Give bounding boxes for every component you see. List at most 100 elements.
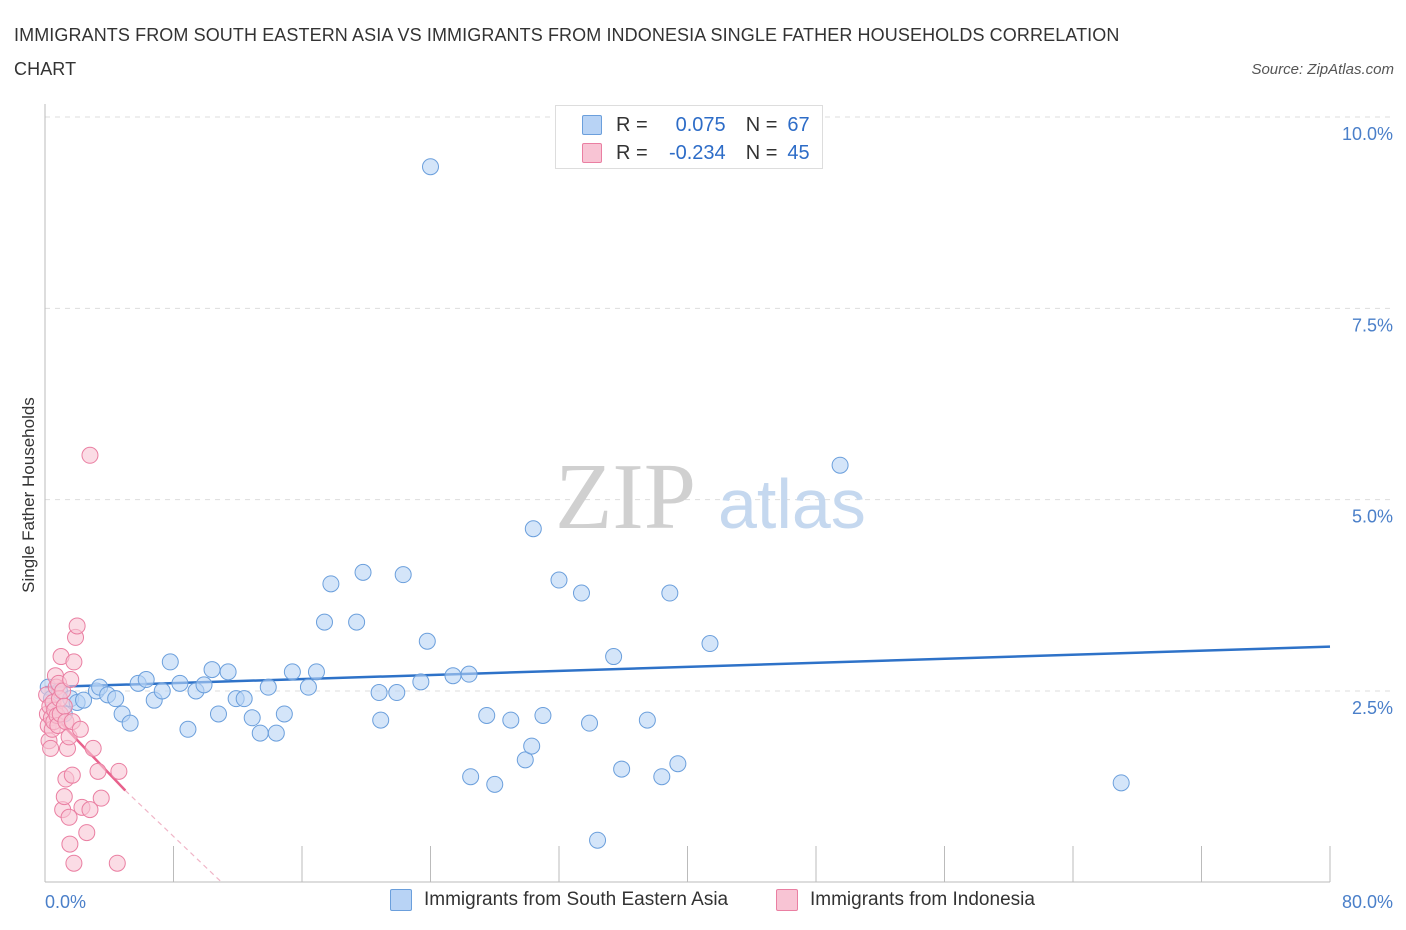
point-sea <box>195 676 213 694</box>
legend-row-series2: R = -0.234 N = 45 <box>582 141 810 165</box>
point-sea <box>486 775 504 793</box>
point-sea <box>534 706 552 724</box>
point-sea <box>478 706 496 724</box>
point-sea <box>613 760 631 778</box>
trendline-indonesia-extension <box>124 790 223 883</box>
point-sea <box>462 768 480 786</box>
point-sea <box>259 678 277 696</box>
point-sea <box>243 709 261 727</box>
point-sea <box>75 691 93 709</box>
series-legend: Immigrants from South Eastern Asia Immig… <box>0 889 1406 915</box>
point-indonesia <box>108 854 126 872</box>
point-sea <box>275 705 293 723</box>
x-tick-label-min: 0.0% <box>45 892 86 912</box>
point-sea <box>1112 774 1130 792</box>
legend-swatch-pink <box>582 143 602 163</box>
point-indonesia <box>81 801 99 819</box>
point-sea <box>267 724 285 742</box>
point-sea <box>661 584 679 602</box>
point-sea <box>348 613 366 631</box>
point-sea <box>653 768 671 786</box>
point-sea <box>322 575 340 593</box>
point-sea <box>502 711 520 729</box>
y-tick-label: 2.5% <box>1352 698 1393 718</box>
point-indonesia <box>92 789 110 807</box>
watermark: ZIP atlas <box>555 445 866 549</box>
point-sea <box>444 667 462 685</box>
point-sea <box>589 831 607 849</box>
point-sea <box>572 584 590 602</box>
point-sea <box>422 158 439 176</box>
point-sea <box>394 566 412 584</box>
point-sea <box>354 563 372 581</box>
point-sea <box>523 737 541 755</box>
legend-row-series1: R = 0.075 N = 67 <box>582 113 810 137</box>
series-legend-label: Immigrants from Indonesia <box>810 889 1035 910</box>
point-sea <box>372 711 390 729</box>
series-legend-label: Immigrants from South Eastern Asia <box>424 889 729 910</box>
point-indonesia <box>84 739 102 757</box>
point-indonesia <box>71 720 89 738</box>
chart-title: IMMIGRANTS FROM SOUTH EASTERN ASIA VS IM… <box>14 25 1120 79</box>
series-legend-item-indonesia[interactable]: Immigrants from Indonesia <box>776 889 1035 911</box>
y-axis-title: Single Father Households <box>19 397 38 593</box>
gridlines <box>45 116 1393 692</box>
point-sea <box>370 684 388 702</box>
point-sea <box>235 690 253 708</box>
legend-n-value: 45 <box>787 141 810 164</box>
legend-r-value: 0.075 <box>675 113 726 136</box>
y-tick-label: 7.5% <box>1352 315 1393 335</box>
point-sea <box>203 661 221 679</box>
legend-swatch-blue <box>582 115 602 135</box>
legend-n-label: N = <box>745 141 778 164</box>
legend-r-label: R = <box>616 113 648 136</box>
point-sea <box>638 711 656 729</box>
point-indonesia <box>78 824 96 842</box>
point-sea <box>418 632 436 650</box>
legend-r-label: R = <box>616 141 648 164</box>
point-indonesia <box>42 739 60 757</box>
point-indonesia <box>65 653 83 671</box>
x-tick-label-max: 80.0% <box>1342 892 1393 912</box>
y-tick-labels: 2.5% 5.0% 7.5% 10.0% <box>1342 124 1393 718</box>
point-indonesia <box>65 854 83 872</box>
point-sea <box>550 571 568 589</box>
legend-swatch-blue <box>390 889 412 911</box>
point-sea <box>701 635 719 653</box>
y-tick-label: 10.0% <box>1342 124 1393 144</box>
point-sea <box>107 690 125 708</box>
point-sea <box>153 682 171 700</box>
legend-n-value: 67 <box>787 113 810 136</box>
series-legend-item-sea[interactable]: Immigrants from South Eastern Asia <box>390 889 728 911</box>
legend-swatch-pink <box>776 889 798 911</box>
point-sea <box>161 653 179 671</box>
point-indonesia <box>89 762 107 780</box>
point-sea <box>171 674 189 692</box>
point-indonesia <box>61 835 79 853</box>
point-indonesia <box>55 788 73 806</box>
point-sea <box>299 678 317 696</box>
point-sea <box>121 714 139 732</box>
point-indonesia <box>81 446 99 464</box>
point-indonesia <box>60 808 78 826</box>
point-sea <box>516 751 534 769</box>
trendline-sea <box>44 645 1331 689</box>
point-indonesia <box>63 766 81 784</box>
correlation-legend: R = 0.075 N = 67 R = -0.234 N = 45 <box>555 105 823 169</box>
point-sea <box>831 456 849 474</box>
y-tick-label: 5.0% <box>1352 507 1393 527</box>
point-indonesia <box>55 697 73 715</box>
point-sea <box>251 724 269 742</box>
point-sea <box>669 755 687 773</box>
point-sea <box>524 520 542 538</box>
point-sea <box>137 671 155 689</box>
point-sea <box>209 705 227 723</box>
point-sea <box>307 663 325 681</box>
watermark-atlas: atlas <box>718 465 866 543</box>
point-sea <box>179 720 197 738</box>
point-sea <box>388 684 406 702</box>
legend-n-label: N = <box>745 113 778 136</box>
point-sea <box>581 714 599 732</box>
point-sea <box>219 663 237 681</box>
